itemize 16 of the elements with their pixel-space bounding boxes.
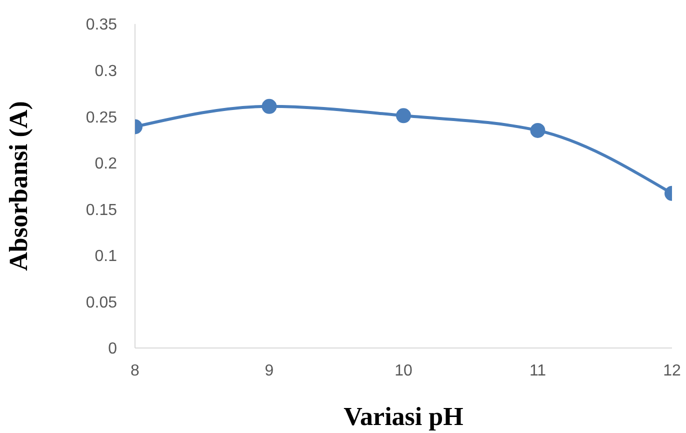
y-tick-label: 0.3	[94, 62, 118, 80]
x-tick-label: 9	[264, 362, 274, 380]
y-tick-label: 0.25	[86, 109, 118, 126]
y-tick-label: 0.2	[94, 156, 118, 173]
x-tick-label: 10	[394, 362, 412, 380]
x-tick-label: 8	[130, 362, 140, 380]
y-tick-label: 0	[108, 340, 118, 358]
y-tick-label: 0.1	[94, 248, 118, 266]
point	[396, 108, 411, 124]
y-tick-label: 0.35	[86, 16, 118, 34]
x-axis-title: Variasi pH	[344, 402, 464, 431]
y-tick-label: 0.05	[86, 294, 118, 312]
y-tick-label: 0.15	[86, 202, 118, 219]
y-axis-title: Absorbansi (A)	[4, 101, 34, 271]
x-tick-label: 12	[663, 362, 681, 380]
x-tick-label: 11	[529, 362, 546, 380]
